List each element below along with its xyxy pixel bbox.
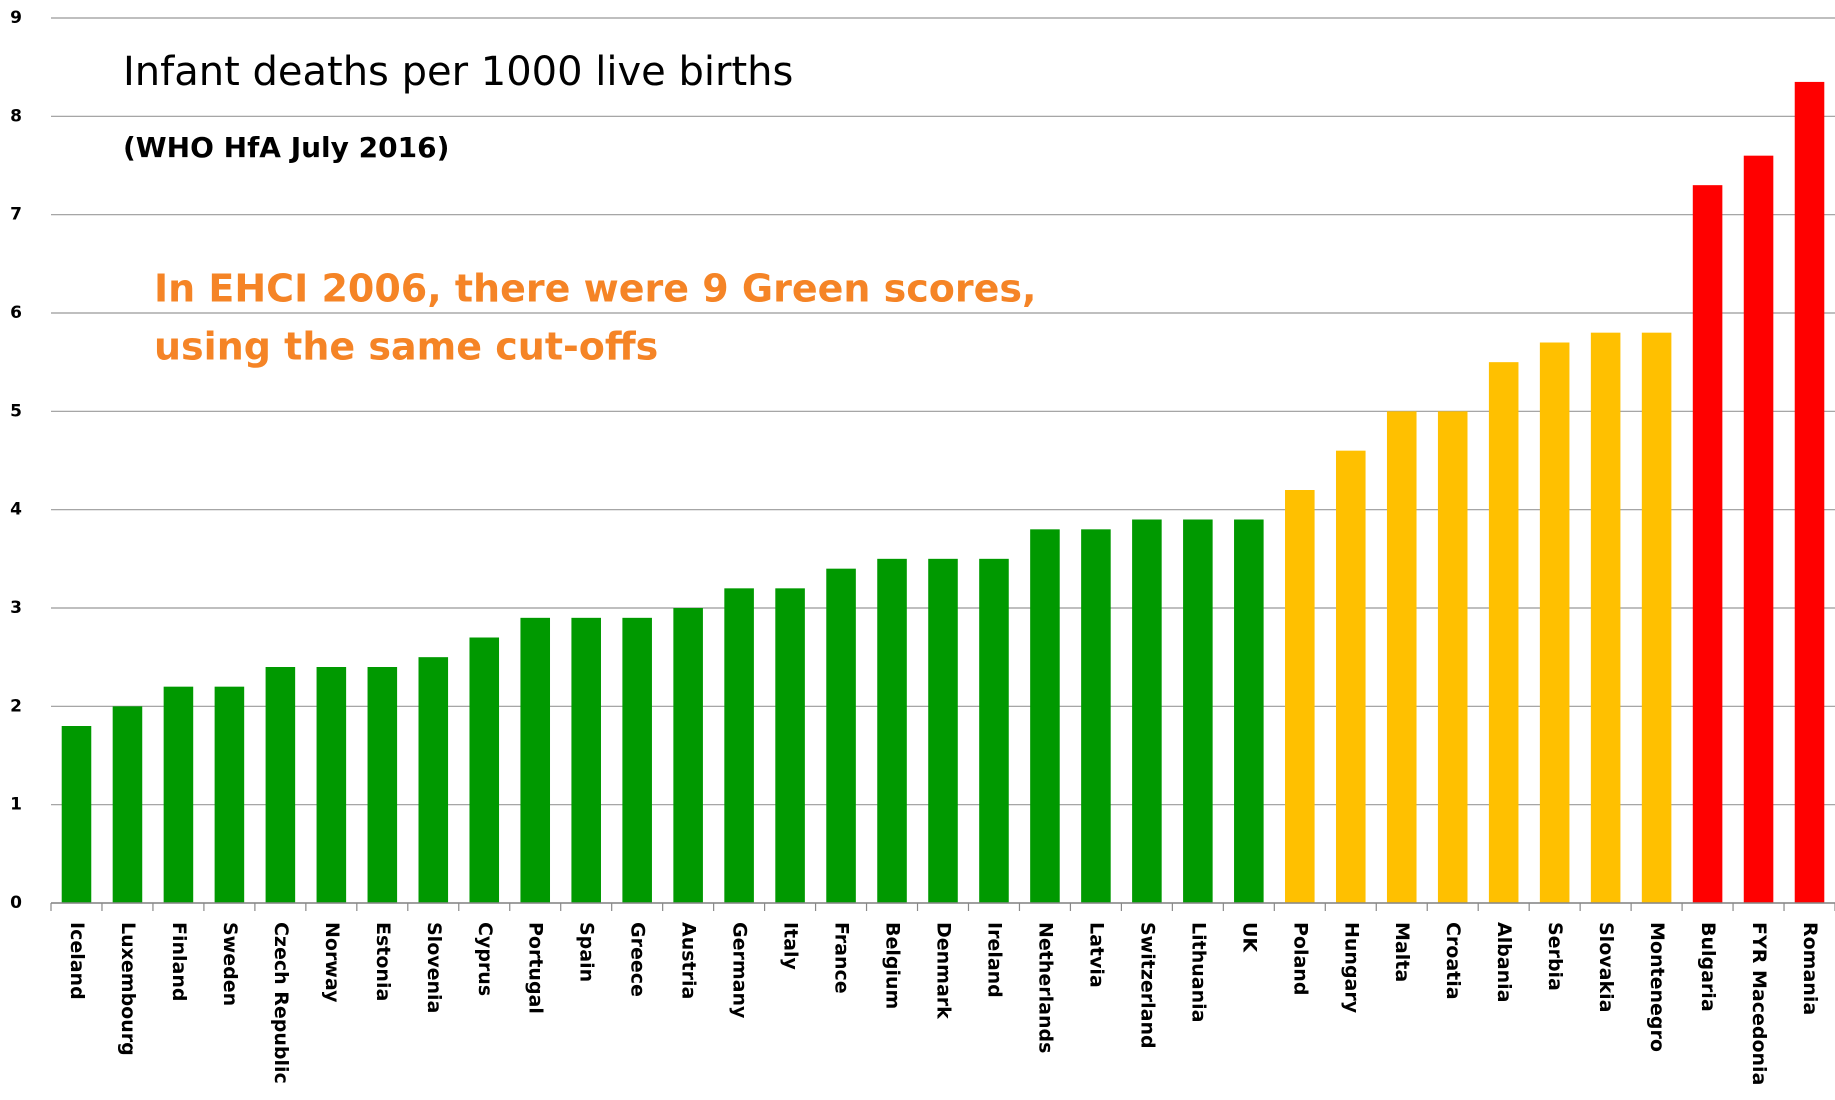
bar — [1030, 529, 1060, 903]
y-tick-label: 6 — [10, 303, 22, 323]
y-tick-label: 9 — [10, 8, 22, 28]
x-tick-label: Croatia — [1442, 922, 1464, 1000]
x-tick-label: Switzerland — [1136, 922, 1158, 1049]
bar — [826, 568, 856, 903]
x-tick-label: Hungary — [1340, 922, 1362, 1014]
x-tick-label: Slovakia — [1595, 922, 1617, 1012]
annotation: using the same cut-offs — [154, 325, 658, 369]
x-tick-label: Poland — [1289, 922, 1311, 995]
chart-subtitle: (WHO HfA July 2016) — [123, 131, 449, 164]
y-tick-label: 4 — [10, 500, 22, 520]
x-tick-label: Estonia — [372, 922, 394, 1001]
annotation: In EHCI 2006, there were 9 Green scores, — [154, 267, 1036, 311]
bar — [1285, 490, 1315, 903]
x-tick-label: Austria — [678, 922, 700, 999]
chart-title: Infant deaths per 1000 live births — [123, 49, 793, 95]
bar — [928, 558, 958, 903]
bar — [571, 617, 601, 903]
x-tick-label: Czech Republic — [270, 922, 292, 1084]
y-tick-label: 8 — [10, 106, 22, 126]
bar — [1335, 450, 1366, 903]
bar — [1488, 362, 1519, 904]
bar — [418, 657, 449, 903]
x-tick-label: Albania — [1493, 922, 1515, 1003]
y-tick-label: 2 — [10, 696, 22, 716]
bar — [1539, 342, 1570, 903]
x-tick-label: Belgium — [882, 922, 904, 1009]
x-tick-label: Portugal — [525, 922, 547, 1014]
bar — [1692, 185, 1723, 903]
y-tick-label: 1 — [10, 795, 22, 815]
x-tick-label: France — [831, 922, 853, 994]
x-tick-label: Iceland — [66, 922, 88, 1000]
bar — [367, 667, 398, 903]
x-tick-label: Netherlands — [1034, 922, 1056, 1053]
bar — [979, 558, 1009, 903]
x-tick-label: Norway — [321, 922, 343, 1003]
x-tick-label: Slovenia — [423, 922, 445, 1013]
bar — [163, 686, 194, 903]
y-tick-label: 5 — [10, 401, 22, 421]
x-tick-label: Ireland — [983, 922, 1005, 998]
bar — [214, 686, 245, 903]
bar — [61, 726, 92, 903]
bar — [622, 617, 652, 903]
y-tick-label: 3 — [10, 598, 22, 618]
x-tick-label: Sweden — [219, 922, 241, 1006]
bar — [877, 558, 907, 903]
x-tick-label: Cyprus — [474, 922, 496, 996]
x-tick-label: Romania — [1799, 922, 1821, 1015]
bar — [1183, 519, 1213, 903]
bar — [265, 667, 296, 903]
bar — [469, 637, 500, 903]
x-tick-label: UK — [1238, 922, 1260, 953]
x-tick-label: Denmark — [933, 922, 955, 1019]
bar — [1132, 519, 1162, 903]
bar — [1794, 81, 1825, 903]
x-tick-label: Lithuania — [1187, 922, 1209, 1022]
bar — [775, 588, 805, 903]
bar — [1386, 411, 1417, 903]
bar — [673, 608, 703, 903]
bar — [1081, 529, 1111, 903]
y-tick-label: 7 — [10, 205, 22, 225]
bar — [112, 706, 143, 903]
y-tick-label: 0 — [10, 893, 22, 913]
x-tick-label: Luxembourg — [117, 922, 139, 1056]
x-tick-label: FYR Macedonia — [1748, 922, 1770, 1085]
x-tick-label: Germany — [729, 922, 751, 1019]
x-tick-label: Serbia — [1544, 922, 1566, 991]
bar — [1743, 155, 1774, 903]
x-tick-label: Greece — [627, 922, 649, 997]
bar — [520, 617, 551, 903]
bar — [1590, 332, 1621, 904]
x-tick-label: Italy — [780, 922, 802, 970]
x-tick-label: Montenegro — [1646, 922, 1668, 1052]
x-tick-label: Bulgaria — [1697, 922, 1719, 1012]
bar — [724, 588, 754, 903]
x-tick-label: Malta — [1391, 922, 1413, 982]
bar — [1437, 411, 1468, 903]
bar — [316, 667, 347, 903]
x-tick-label: Spain — [576, 922, 598, 982]
bar — [1641, 332, 1672, 904]
bar — [1234, 519, 1264, 903]
x-tick-label: Latvia — [1085, 922, 1107, 988]
x-tick-label: Finland — [168, 922, 190, 1001]
